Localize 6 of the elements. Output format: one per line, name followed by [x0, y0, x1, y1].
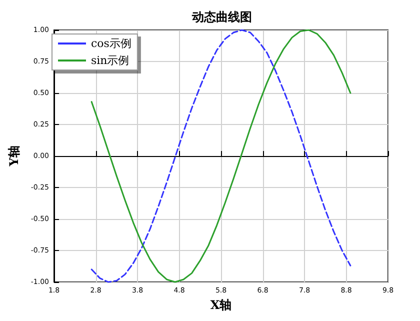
legend-label: sin示例	[91, 54, 130, 67]
legend-label: cos示例	[91, 37, 132, 50]
x-axis-title: X轴	[210, 298, 232, 312]
chart-title: 动态曲线图	[191, 10, 252, 24]
line-series	[90, 29, 352, 283]
y-axis-title: Y轴	[7, 146, 21, 168]
